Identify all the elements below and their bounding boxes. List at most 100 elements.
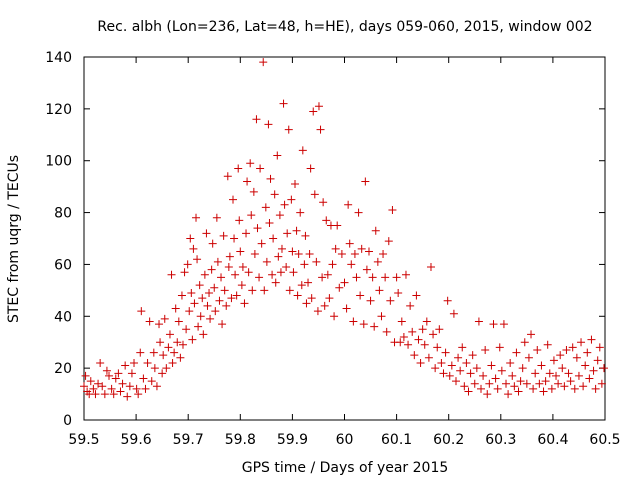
data-point — [152, 382, 161, 391]
data-point — [371, 226, 380, 235]
data-point — [236, 247, 245, 256]
data-point — [342, 304, 351, 313]
data-point — [533, 345, 542, 354]
data-point — [250, 250, 259, 259]
data-point — [585, 374, 594, 383]
data-point — [366, 296, 375, 305]
data-point — [174, 317, 183, 326]
data-point — [165, 330, 174, 339]
data-point — [318, 273, 327, 282]
data-point — [474, 317, 483, 326]
data-point — [266, 174, 275, 183]
data-point — [568, 343, 577, 352]
data-point — [100, 390, 109, 399]
data-point — [504, 390, 513, 399]
data-point — [219, 231, 228, 240]
data-point — [240, 299, 249, 308]
data-point — [242, 229, 251, 238]
data-point — [422, 317, 431, 326]
data-point — [570, 384, 579, 393]
data-point — [572, 353, 581, 362]
data-point — [508, 371, 517, 380]
data-point — [162, 364, 171, 373]
data-point — [158, 369, 167, 378]
data-point — [288, 247, 297, 256]
data-point — [212, 213, 221, 222]
data-point — [280, 200, 289, 209]
data-point — [136, 348, 145, 357]
data-point — [345, 239, 354, 248]
data-point — [257, 239, 266, 248]
data-point — [127, 369, 136, 378]
data-point — [531, 369, 540, 378]
x-tick-label: 60.5 — [589, 432, 620, 448]
data-point — [337, 250, 346, 259]
data-point — [291, 180, 300, 189]
data-point — [516, 377, 525, 386]
data-point — [468, 351, 477, 360]
data-point — [243, 177, 252, 186]
x-tick-label: 60 — [336, 432, 354, 448]
data-point — [271, 278, 280, 287]
data-point — [173, 338, 182, 347]
data-point — [220, 286, 229, 295]
data-point — [300, 260, 309, 269]
data-point — [277, 244, 286, 253]
data-point — [200, 270, 209, 279]
data-point — [362, 265, 371, 274]
data-point — [302, 299, 311, 308]
data-point — [114, 369, 123, 378]
data-point — [259, 58, 268, 67]
data-point — [98, 382, 107, 391]
data-point — [223, 172, 232, 181]
data-point — [375, 286, 384, 295]
data-point — [325, 294, 334, 303]
data-point — [187, 288, 196, 297]
x-tick-label: 60.1 — [381, 432, 412, 448]
data-point — [189, 244, 198, 253]
data-point — [213, 257, 222, 266]
data-points — [80, 58, 608, 401]
data-point — [186, 234, 195, 243]
data-point — [305, 250, 314, 259]
data-point — [349, 317, 358, 326]
data-point — [206, 314, 215, 323]
data-point — [441, 348, 450, 357]
data-point — [262, 257, 271, 266]
data-point — [479, 371, 488, 380]
data-point — [447, 361, 456, 370]
data-point — [238, 263, 247, 272]
data-point — [399, 333, 408, 342]
data-point — [394, 288, 403, 297]
data-point — [579, 382, 588, 391]
data-point — [232, 291, 241, 300]
data-point — [539, 387, 548, 396]
y-tick-label: 80 — [54, 206, 72, 222]
data-point — [483, 390, 492, 399]
data-point — [230, 234, 239, 243]
data-point — [439, 369, 448, 378]
data-point — [333, 221, 342, 230]
data-point — [522, 379, 531, 388]
data-point — [177, 291, 186, 300]
data-point — [424, 353, 433, 362]
data-point — [268, 270, 277, 279]
data-point — [560, 382, 569, 391]
data-point — [296, 208, 305, 217]
data-point — [121, 361, 130, 370]
data-point — [357, 244, 366, 253]
data-point — [420, 340, 429, 349]
data-point — [252, 115, 261, 124]
data-point — [472, 364, 481, 373]
data-point — [130, 358, 139, 367]
data-point — [493, 384, 502, 393]
data-point — [164, 343, 173, 352]
data-point — [449, 309, 458, 318]
data-point — [229, 195, 238, 204]
data-point — [123, 392, 132, 401]
data-point — [205, 288, 214, 297]
data-point — [80, 382, 88, 391]
data-point — [593, 356, 602, 365]
data-point — [145, 317, 154, 326]
data-point — [429, 330, 438, 339]
